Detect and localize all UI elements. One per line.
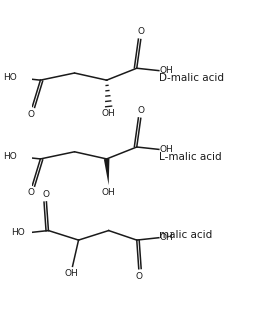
Text: O: O [43,190,50,199]
Text: O: O [28,109,35,118]
Text: O: O [28,188,35,197]
Text: O: O [135,272,142,281]
Text: D-malic acid: D-malic acid [159,73,224,83]
Text: HO: HO [4,152,17,161]
Text: L-malic acid: L-malic acid [159,152,221,162]
Text: HO: HO [4,73,17,82]
Text: OH: OH [65,269,78,278]
Text: OH: OH [102,188,116,197]
Text: OH: OH [160,66,174,75]
Text: malic acid: malic acid [159,230,212,240]
Polygon shape [104,159,110,185]
Text: O: O [137,28,144,37]
Text: OH: OH [160,145,174,154]
Text: OH: OH [160,233,174,242]
Text: OH: OH [102,109,116,118]
Text: O: O [137,106,144,115]
Text: HO: HO [12,228,25,237]
